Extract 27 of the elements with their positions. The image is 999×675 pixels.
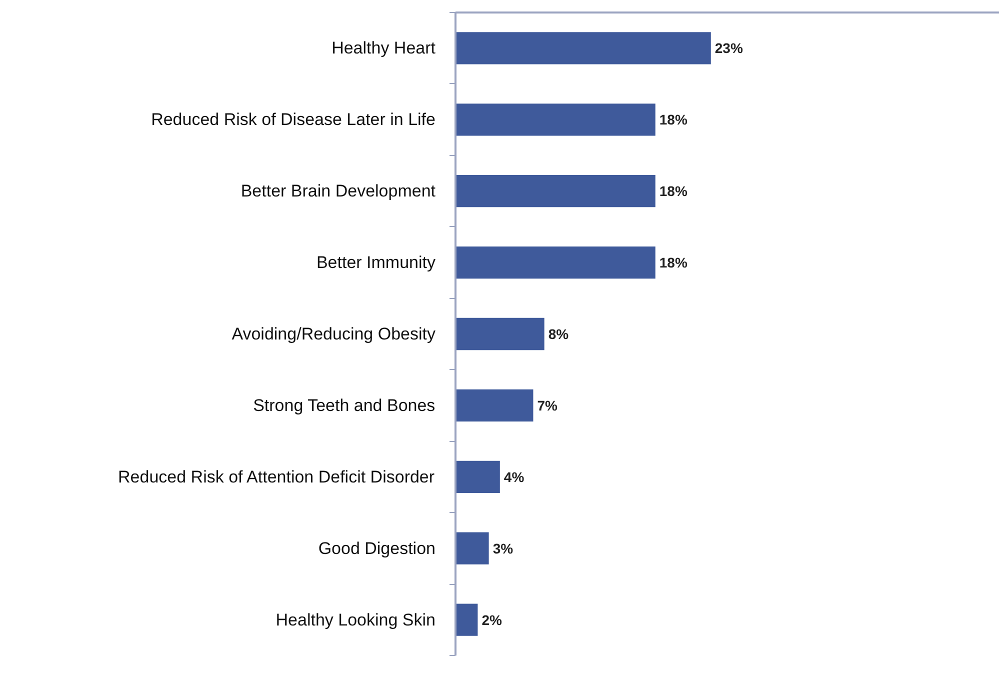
data-label: 18% [659,183,688,200]
bar [456,175,656,208]
y-tick-label: Healthy Heart [332,38,436,58]
bar [456,460,500,493]
data-label: 3% [492,540,514,556]
y-tick-label: Reduced Risk of Attention Deficit Disorder [118,467,435,486]
bar [456,246,656,279]
data-label: 18% [659,254,688,271]
bar [456,532,489,564]
y-tick-label: Better Brain Development [240,182,436,201]
bar [456,318,544,350]
y-tick-label: Avoiding/Reducing Obesity [232,324,436,344]
y-tick-label: Better Immunity [316,253,436,272]
y-tick-label: Healthy Looking Skin [276,610,436,630]
bar [456,32,711,64]
bar [456,604,478,636]
data-label: 18% [659,112,688,128]
data-label: 8% [548,326,570,342]
y-tick-label: Reduced Risk of Disease Later in Life [151,110,436,130]
bar [456,104,656,136]
data-label: 4% [504,468,525,485]
data-label: 23% [714,40,744,56]
data-label: 7% [537,397,558,414]
bar [456,389,534,422]
y-tick-label: Good Digestion [318,538,436,558]
data-label: 2% [482,612,502,628]
y-tick-label: Strong Teeth and Bones [253,396,436,415]
